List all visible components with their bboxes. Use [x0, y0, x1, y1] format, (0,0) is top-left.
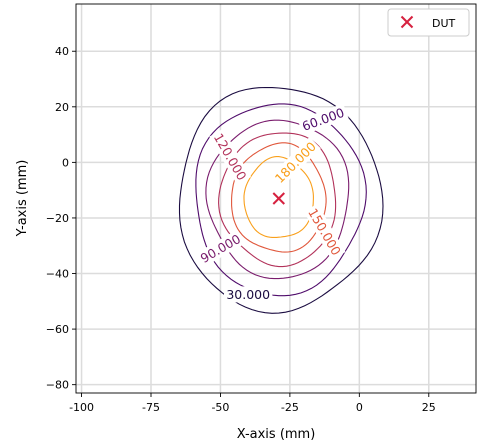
- x-tick-label: -50: [211, 401, 229, 414]
- y-tick-label: −40: [46, 268, 69, 281]
- x-tick-label: -25: [281, 401, 299, 414]
- x-axis-ticks: -100 -75 -50 -25 0 25: [69, 393, 436, 414]
- contour-label: 30.000: [226, 287, 270, 302]
- y-tick-label: −80: [46, 379, 69, 392]
- x-tick-label: -100: [69, 401, 94, 414]
- contour-label-backing: [303, 203, 346, 260]
- plot-frame: [75, 3, 477, 394]
- legend-label: DUT: [432, 17, 456, 30]
- x-tick-label: 0: [356, 401, 363, 414]
- y-tick-label: −20: [46, 212, 69, 225]
- contour-label-backing: [224, 286, 273, 303]
- y-axis-ticks: −80 −60 −40 −20 0 20 40: [46, 45, 76, 392]
- legend-marker-icon: [400, 15, 414, 29]
- dut-marker-stroke: [272, 192, 285, 205]
- contour-label-backing: [209, 128, 252, 185]
- x-tick-label: -75: [142, 401, 160, 414]
- y-tick-label: 40: [55, 45, 69, 58]
- x-axis-label: X-axis (mm): [237, 427, 316, 442]
- y-tick-label: −60: [46, 323, 69, 336]
- contour-label-group: 30.000: [224, 286, 273, 303]
- y-tick-label: 20: [55, 101, 69, 114]
- contour-line-30: [178, 86, 384, 314]
- y-axis-label: Y-axis (mm): [15, 160, 30, 238]
- contour-label-backing: [270, 137, 321, 188]
- legend: DUT: [387, 8, 470, 37]
- grid-lines: [76, 4, 476, 393]
- y-tick-label: 0: [62, 156, 69, 169]
- contour-label-backing: [195, 229, 246, 268]
- legend-marker-stroke: [400, 15, 414, 29]
- x-tick-label: 25: [422, 401, 436, 414]
- dut-marker: [272, 192, 285, 205]
- contour-label-backing: [297, 103, 349, 136]
- legend-box: [387, 8, 470, 37]
